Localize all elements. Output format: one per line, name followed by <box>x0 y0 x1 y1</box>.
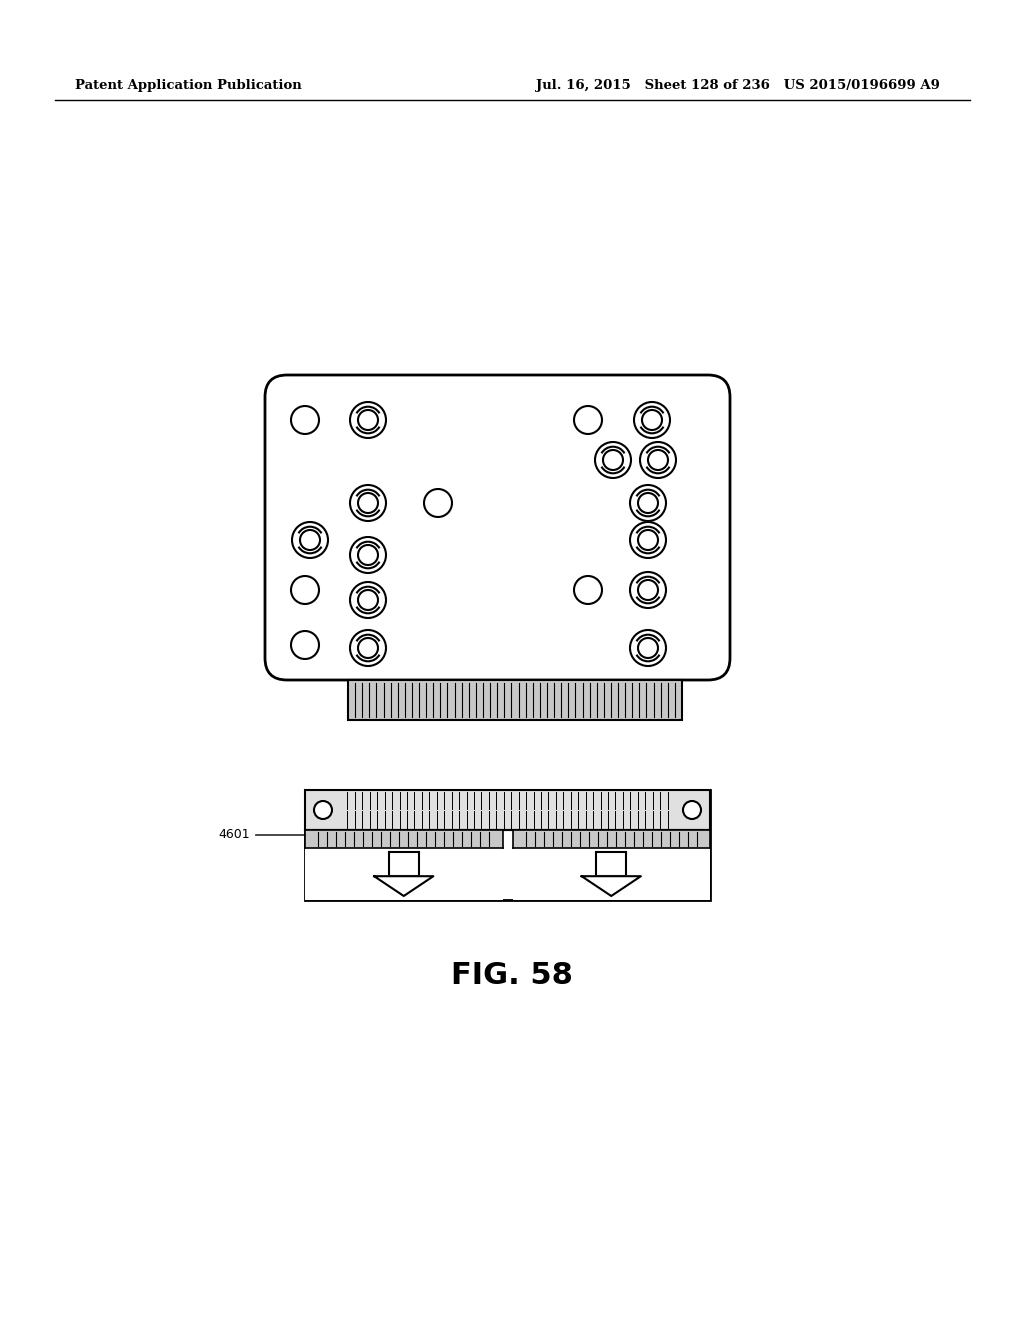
Circle shape <box>314 801 332 818</box>
Bar <box>512 830 710 847</box>
Circle shape <box>603 450 623 470</box>
Circle shape <box>574 407 602 434</box>
Circle shape <box>350 484 386 521</box>
Circle shape <box>350 403 386 438</box>
Bar <box>305 789 710 830</box>
Circle shape <box>350 582 386 618</box>
Circle shape <box>638 638 658 657</box>
Circle shape <box>358 492 378 513</box>
Bar <box>305 789 710 900</box>
Circle shape <box>630 484 666 521</box>
Bar <box>389 851 419 876</box>
Bar <box>348 680 682 719</box>
Circle shape <box>638 579 658 601</box>
Circle shape <box>630 521 666 558</box>
Circle shape <box>638 492 658 513</box>
Text: Patent Application Publication: Patent Application Publication <box>75 78 302 91</box>
Circle shape <box>358 638 378 657</box>
FancyBboxPatch shape <box>265 375 730 680</box>
Bar <box>596 851 626 876</box>
Circle shape <box>291 576 319 605</box>
Circle shape <box>638 531 658 550</box>
Circle shape <box>291 631 319 659</box>
Circle shape <box>630 630 666 667</box>
Circle shape <box>595 442 631 478</box>
Bar <box>305 847 503 900</box>
Text: Jul. 16, 2015   Sheet 128 of 236   US 2015/0196699 A9: Jul. 16, 2015 Sheet 128 of 236 US 2015/0… <box>537 78 940 91</box>
Polygon shape <box>582 876 641 896</box>
Circle shape <box>683 801 701 818</box>
Text: FIG. 58: FIG. 58 <box>451 961 573 990</box>
Circle shape <box>358 411 378 430</box>
Circle shape <box>574 576 602 605</box>
Circle shape <box>424 488 452 517</box>
Circle shape <box>640 442 676 478</box>
Circle shape <box>291 407 319 434</box>
Bar <box>512 847 710 900</box>
Circle shape <box>358 545 378 565</box>
Circle shape <box>648 450 668 470</box>
Circle shape <box>642 411 662 430</box>
Bar <box>305 830 503 847</box>
Circle shape <box>350 630 386 667</box>
Polygon shape <box>374 876 433 896</box>
Circle shape <box>350 537 386 573</box>
Circle shape <box>630 572 666 609</box>
Text: 4601: 4601 <box>218 829 305 842</box>
Circle shape <box>358 590 378 610</box>
Circle shape <box>300 531 319 550</box>
Circle shape <box>634 403 670 438</box>
Circle shape <box>292 521 328 558</box>
